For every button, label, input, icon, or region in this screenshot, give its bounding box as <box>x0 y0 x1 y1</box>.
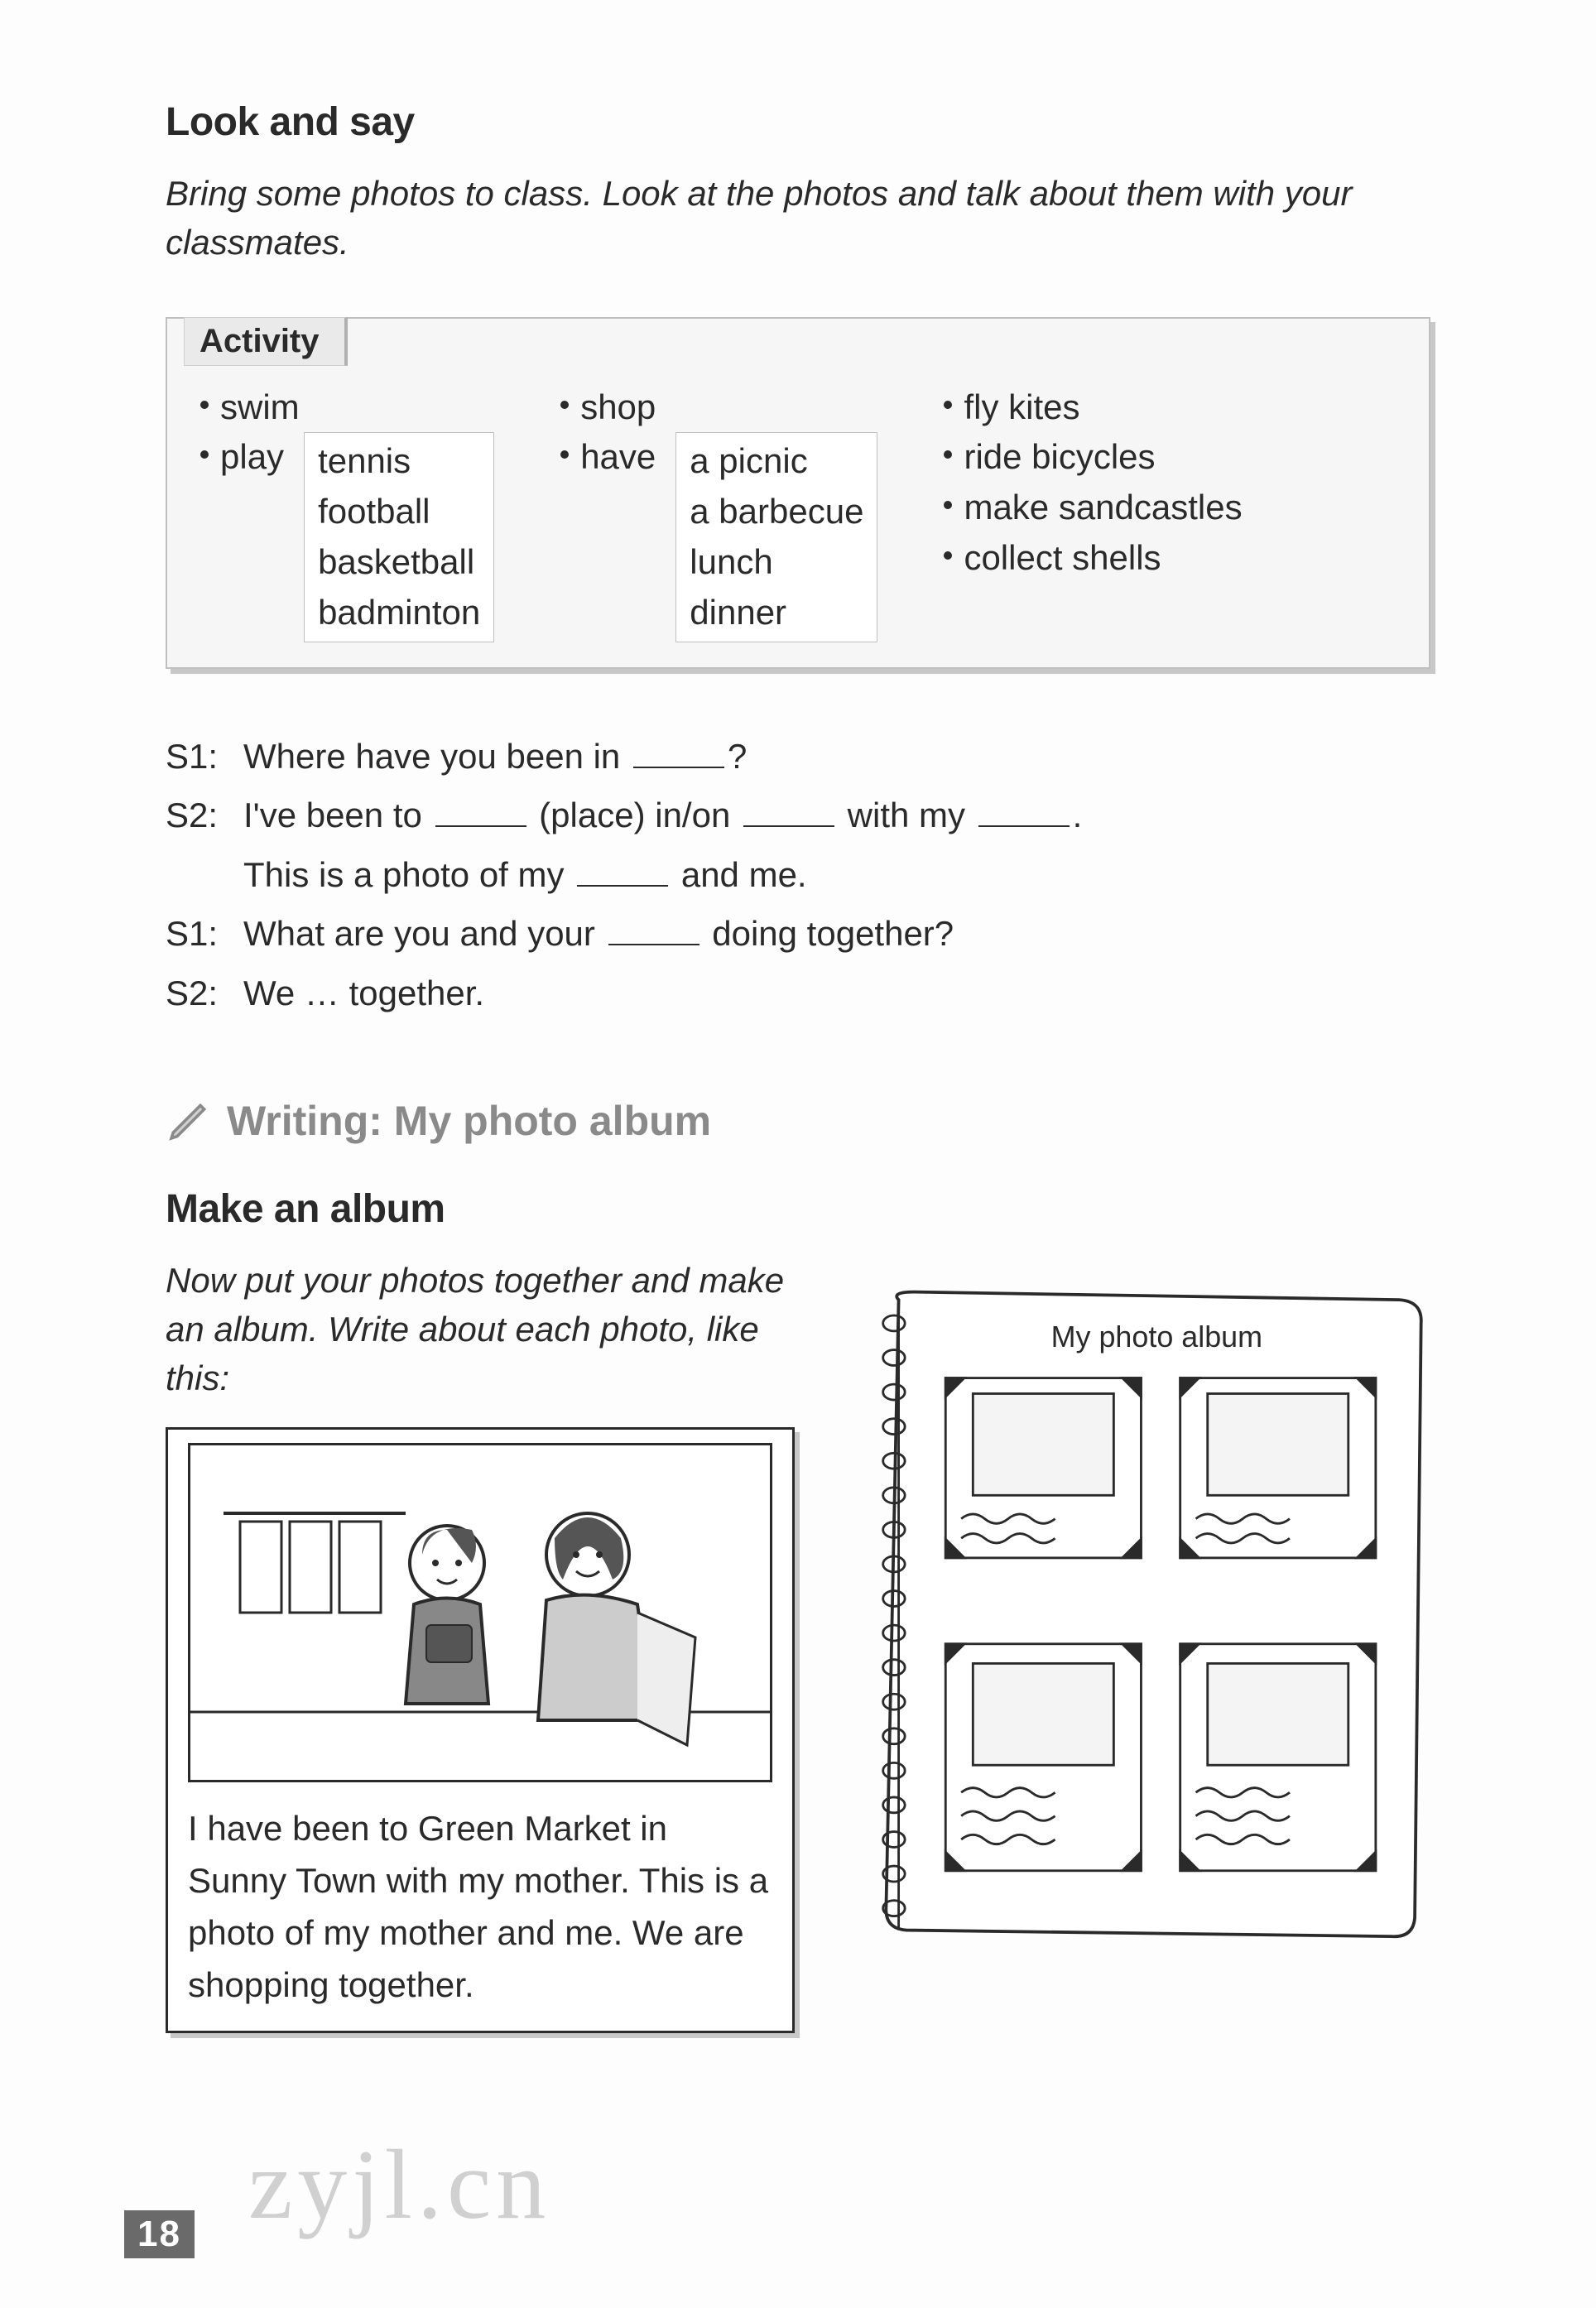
dialogue-line-2: S2: I've been to (place) in/on with my . <box>166 786 1430 844</box>
bullet-text: play <box>220 432 284 483</box>
dialogue-block: S1: Where have you been in ? S2: I've be… <box>166 727 1430 1022</box>
album-book-icon: My photo album <box>836 1257 1430 1969</box>
blank-field[interactable] <box>978 825 1070 827</box>
play-option: tennis <box>318 436 480 487</box>
watermark-text: zyjl.cn <box>248 2128 550 2242</box>
photo-album-illustration: My photo album <box>836 1257 1430 1969</box>
dialogue-line-1: S1: Where have you been in ? <box>166 727 1430 786</box>
bullet-have: have a picnic a barbecue lunch dinner <box>560 432 877 642</box>
text-fragment: doing together? <box>703 914 954 953</box>
text-fragment: ? <box>728 737 747 776</box>
bullet-icon <box>560 401 569 409</box>
bullet-icon <box>944 401 952 409</box>
have-option: a barbecue <box>690 487 863 537</box>
dialogue-text: I've been to (place) in/on with my . <box>243 786 1082 844</box>
bullet-text: shop <box>580 382 656 433</box>
blank-field[interactable] <box>633 767 724 768</box>
writing-right-column: My photo album <box>836 1257 1430 1969</box>
dialogue-text: What are you and your doing together? <box>243 904 954 963</box>
play-option: badminton <box>318 588 480 638</box>
bullet-text: make sandcastles <box>964 483 1242 533</box>
text-fragment: Where have you been in <box>243 737 630 776</box>
blank-field[interactable] <box>577 885 668 887</box>
activity-box: Activity swim play tennis football baske… <box>166 317 1430 669</box>
text-fragment: (place) in/on <box>530 796 740 834</box>
speaker-label: S1: <box>166 727 224 786</box>
bullet-make-sandcastles: make sandcastles <box>944 483 1242 533</box>
bullet-icon <box>200 450 209 459</box>
dialogue-text: This is a photo of my and me. <box>243 845 807 904</box>
bullet-icon <box>944 551 952 560</box>
dialogue-line-3: This is a photo of my and me. <box>166 845 1430 904</box>
bullet-text: fly kites <box>964 382 1079 433</box>
bullet-text: have <box>580 432 656 483</box>
activity-col-3: fly kites ride bicycles make sandcastles… <box>944 382 1242 642</box>
bullet-icon <box>944 501 952 509</box>
writing-instruction: Now put your photos together and make an… <box>166 1257 795 1402</box>
text-fragment: with my <box>838 796 975 834</box>
dialogue-text: Where have you been in ? <box>243 727 747 786</box>
bullet-text: ride bicycles <box>964 432 1155 483</box>
shopping-illustration-icon <box>190 1445 770 1780</box>
look-and-say-instruction: Bring some photos to class. Look at the … <box>166 170 1366 267</box>
example-illustration <box>188 1443 772 1782</box>
activity-col-1: swim play tennis football basketball bad… <box>200 382 494 642</box>
page-number-badge: 18 <box>124 2210 195 2258</box>
blank-field[interactable] <box>608 944 699 945</box>
example-text: I have been to Green Market in Sunny Tow… <box>188 1802 772 2011</box>
bullet-icon <box>944 450 952 459</box>
text-fragment: . <box>1073 796 1083 834</box>
play-option: football <box>318 487 480 537</box>
speaker-label <box>166 845 224 904</box>
have-option: a picnic <box>690 436 863 487</box>
page-root: Look and say Bring some photos to class.… <box>0 0 1596 2308</box>
bullet-fly-kites: fly kites <box>944 382 1242 433</box>
pencil-icon <box>166 1098 212 1144</box>
look-and-say-heading: Look and say <box>166 99 1430 145</box>
text-fragment: This is a photo of my <box>243 855 574 894</box>
text-fragment: What are you and your <box>243 914 605 953</box>
play-option: basketball <box>318 537 480 588</box>
activity-label: Activity <box>184 317 348 366</box>
bullet-text: swim <box>220 382 300 433</box>
speaker-label: S2: <box>166 786 224 844</box>
bullet-collect-shells: collect shells <box>944 533 1242 584</box>
bullet-play: play tennis football basketball badminto… <box>200 432 494 642</box>
text-fragment: and me. <box>671 855 806 894</box>
have-option: lunch <box>690 537 863 588</box>
have-option: dinner <box>690 588 863 638</box>
speaker-label: S2: <box>166 964 224 1022</box>
have-options-box: a picnic a barbecue lunch dinner <box>675 432 877 642</box>
svg-text:My photo album: My photo album <box>1051 1320 1262 1354</box>
activity-columns: swim play tennis football basketball bad… <box>200 366 1396 642</box>
blank-field[interactable] <box>743 825 834 827</box>
play-options-box: tennis football basketball badminton <box>304 432 494 642</box>
blank-field[interactable] <box>435 825 526 827</box>
activity-col-2: shop have a picnic a barbecue lunch dinn… <box>560 382 877 642</box>
bullet-shop: shop <box>560 382 877 433</box>
writing-section-title: Writing: My photo album <box>166 1097 1430 1145</box>
writing-left-column: Now put your photos together and make an… <box>166 1257 795 2033</box>
bullet-ride-bicycles: ride bicycles <box>944 432 1242 483</box>
bullet-icon <box>560 450 569 459</box>
bullet-icon <box>200 401 209 409</box>
writing-two-col: Now put your photos together and make an… <box>166 1257 1430 2033</box>
dialogue-text: We … together. <box>243 964 484 1022</box>
text-fragment: I've been to <box>243 796 432 834</box>
speaker-label: S1: <box>166 904 224 963</box>
example-card: I have been to Green Market in Sunny Tow… <box>166 1427 795 2033</box>
writing-title-text: Writing: My photo album <box>227 1097 711 1145</box>
bullet-text: collect shells <box>964 533 1161 584</box>
dialogue-line-5: S2: We … together. <box>166 964 1430 1022</box>
dialogue-line-4: S1: What are you and your doing together… <box>166 904 1430 963</box>
make-album-heading: Make an album <box>166 1186 1430 1232</box>
bullet-swim: swim <box>200 382 494 433</box>
